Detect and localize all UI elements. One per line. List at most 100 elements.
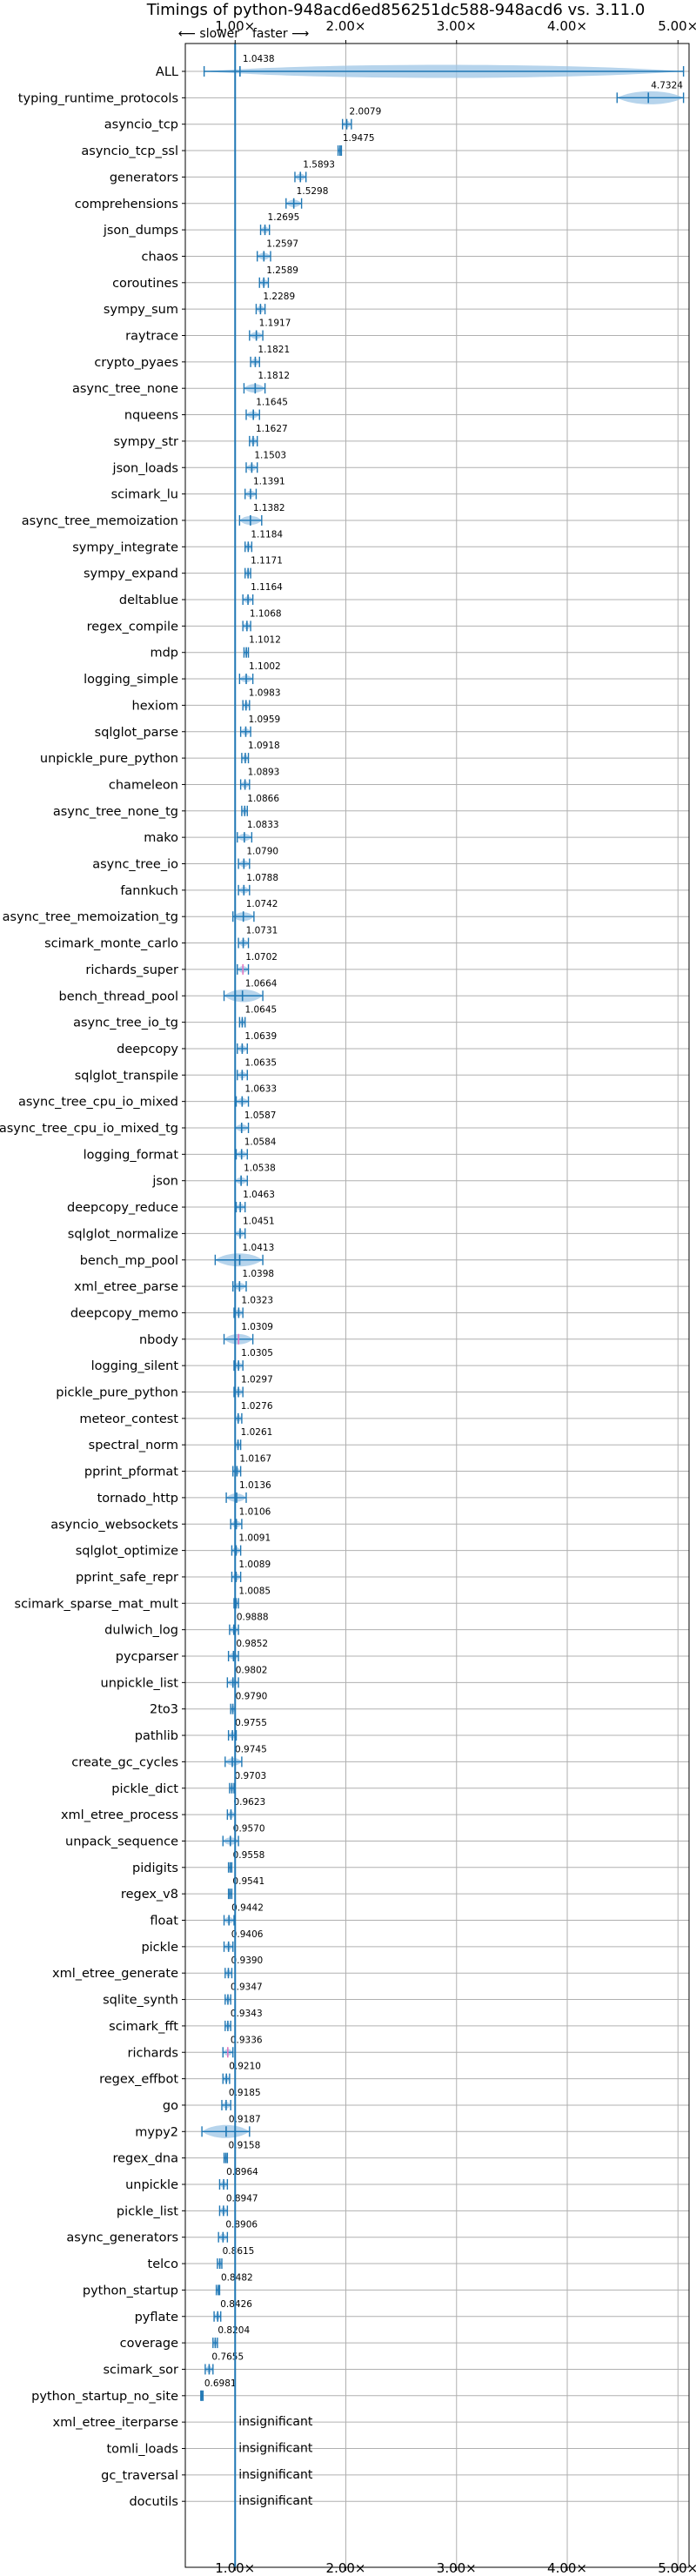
mean-value-label: 1.0538 [244,1164,276,1174]
benchmark-label: async_tree_cpu_io_mixed_tg [0,1122,178,1136]
benchmark-label: scimark_fft [109,2020,178,2034]
mean-value-label: 1.0451 [243,1216,275,1226]
x-tick-label-bottom: 3.00× [437,2560,477,2576]
benchmark-label: xml_etree_parse [74,1280,178,1294]
benchmark-label: chameleon [109,778,178,792]
mean-value-label: 0.7655 [211,2351,244,2362]
benchmark-label: async_tree_io_tg [73,1016,178,1030]
mean-value-label: 0.8426 [220,2299,252,2310]
mean-value-label: 0.9390 [231,1955,264,1966]
benchmark-label: sqlite_synth [103,1994,178,2008]
benchmark-label: regex_effbot [99,2073,178,2087]
benchmark-label: json [151,1175,178,1189]
insignificant-label: insignificant [238,2442,313,2456]
mean-value-label: 1.0261 [241,1427,273,1438]
benchmark-label: asyncio_websockets [50,1518,178,1532]
benchmark-label: unpickle [125,2178,178,2192]
mean-value-label: 0.8615 [223,2246,255,2257]
benchmark-label: meteor_contest [79,1412,178,1426]
mean-value-label: 0.9570 [233,1823,265,1834]
x-tick-label-top: 3.00× [437,18,477,34]
benchmark-label: logging_format [84,1148,179,1162]
benchmark-label: regex_dna [112,2152,178,2166]
benchmark-label: gc_traversal [101,2469,178,2483]
faster-label: faster ⟶ [252,27,309,41]
mean-value-label: 0.8204 [218,2325,250,2336]
insignificant-label: insignificant [238,2468,313,2482]
benchmark-label: crypto_pyaes [94,356,178,370]
mean-value-label: 1.9475 [343,133,375,144]
benchmark-label: async_tree_none [72,382,178,396]
benchmark-label: telco [148,2257,179,2271]
benchmark-label: sympy_str [114,435,179,449]
mean-value-label: 1.2597 [266,238,298,249]
benchmark-label: asyncio_tcp_ssl [81,144,178,158]
benchmark-label: sympy_sum [104,303,178,317]
mean-value-label: 1.0584 [244,1137,277,1147]
mean-value-label: 1.0633 [244,1084,277,1095]
mean-value-label: 1.0983 [249,688,281,698]
benchmark-label: coverage [120,2337,178,2351]
benchmark-label: xml_etree_generate [52,1967,178,1981]
benchmark-label: sympy_expand [84,567,178,581]
benchmark-label: richards [127,2046,178,2060]
mean-value-label: 1.1184 [251,529,283,540]
benchmark-label: xml_etree_process [61,1808,178,1822]
mean-value-label: 1.0959 [248,714,280,725]
mean-value-label: 1.0167 [239,1454,271,1465]
benchmark-label: spectral_norm [89,1439,178,1452]
mean-value-label: 1.1917 [259,319,291,329]
benchmark-label: async_tree_memoization [22,514,178,528]
x-tick-label-top: 5.00× [658,18,696,34]
mean-value-label: 1.0089 [238,1560,271,1570]
benchmark-label: python_startup_no_site [31,2390,178,2404]
benchmark-label: docutils [129,2495,178,2509]
mean-value-label: 1.0276 [241,1401,273,1412]
mean-value-label: 1.0463 [243,1190,275,1200]
mean-value-label: 1.0833 [247,820,279,830]
benchmark-label: coroutines [112,277,178,291]
mean-value-label: 0.9558 [233,1850,265,1861]
x-tick-label-top: 2.00× [326,18,366,34]
benchmark-label: pidigits [132,1862,178,1875]
benchmark-label: pickle [141,1941,178,1955]
slower-label: ⟵ slower [178,27,239,41]
mean-value-label: 1.0398 [242,1269,274,1279]
mean-value-label: 1.2589 [266,265,298,276]
benchmark-label: pickle_list [117,2204,178,2218]
benchmark-label: comprehensions [75,198,178,211]
mean-value-label: 0.9406 [231,1929,264,1940]
mean-value-label: 1.0587 [244,1110,277,1121]
mean-value-label: 0.9442 [231,1903,264,1914]
benchmark-label: mdp [150,647,178,661]
mean-value-label: 4.7324 [651,80,683,91]
plot-frame [184,43,690,2568]
mean-value-label: 1.5298 [297,186,329,197]
benchmark-label: hexiom [132,699,178,713]
benchmark-label: deltablue [119,594,178,607]
mean-value-label: 1.0085 [238,1586,271,1596]
x-tick-label-bottom: 5.00× [658,2560,696,2576]
x-tick-label-top: 4.00× [547,18,587,34]
mean-value-label: 1.0309 [241,1322,273,1332]
mean-value-label: 1.0323 [241,1295,273,1305]
mean-value-label: 0.8964 [226,2167,258,2177]
mean-value-label: 0.9347 [231,1982,263,1993]
mean-value-label: 1.1068 [250,608,282,619]
benchmark-label: generators [110,171,178,184]
mean-value-label: 1.1812 [258,371,290,381]
benchmark-label: richards_super [85,963,178,977]
mean-value-label: 0.9888 [237,1613,269,1623]
mean-value-label: 1.0091 [238,1533,271,1544]
x-tick-label-bottom: 4.00× [547,2560,587,2576]
mean-value-label: 1.0790 [246,847,278,857]
x-tick-label-bottom: 1.00× [215,2560,255,2576]
mean-value-label: 1.2695 [268,212,300,223]
mean-value-label: 1.0106 [239,1506,271,1517]
mean-value-label: 1.1503 [254,450,286,460]
mean-value-label: 1.0866 [247,794,279,804]
benchmark-label: unpickle_pure_python [40,752,178,766]
mean-value-label: 0.9790 [236,1692,268,1702]
benchmark-label: python_startup [83,2284,178,2298]
